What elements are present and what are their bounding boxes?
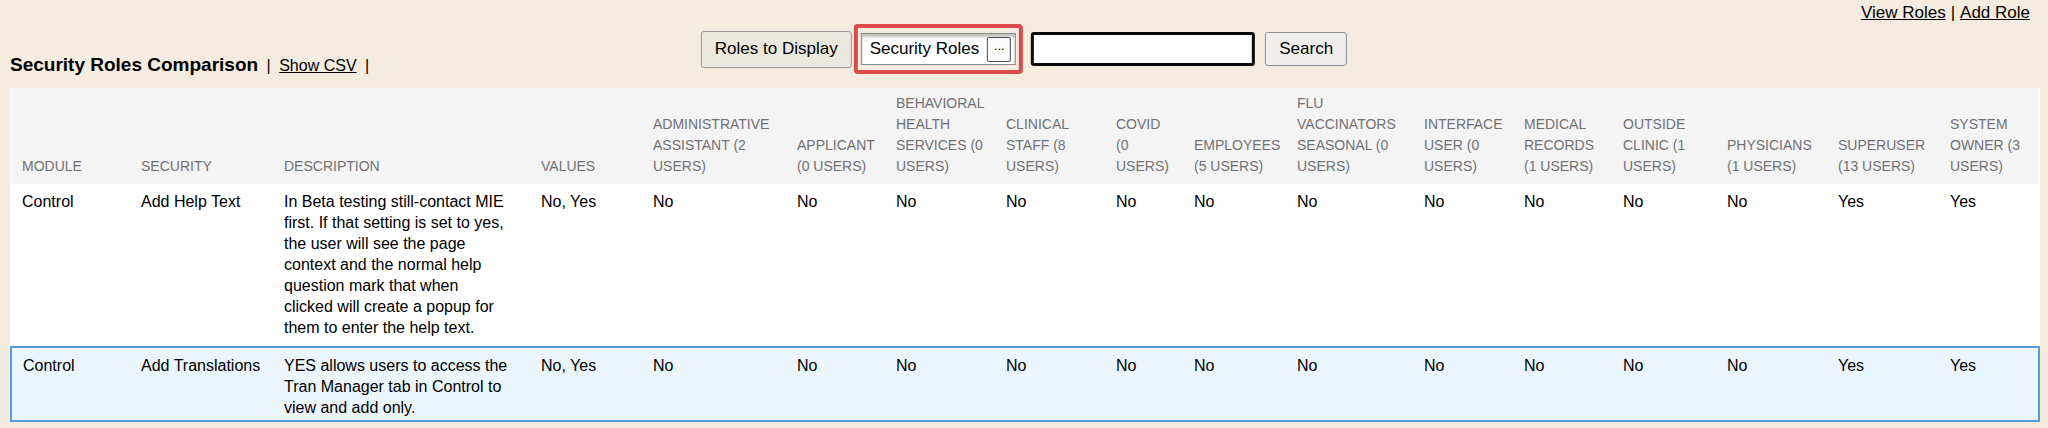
cell-role-employees: No — [1183, 184, 1286, 347]
cell-role-behavioral-health-services: No — [885, 184, 995, 347]
roles-select-ellipsis-button[interactable]: ... — [987, 37, 1011, 62]
col-header-covid: COVID (0 USERS) — [1105, 88, 1183, 184]
cell-role-clinical-staff: No — [995, 347, 1105, 421]
cell-role-clinical-staff: No — [995, 184, 1105, 347]
cell-role-flu-vaccinators-seasonal: No — [1286, 347, 1413, 421]
cell-role-flu-vaccinators-seasonal: No — [1286, 184, 1413, 347]
col-header-physicians: PHYSICIANS (1 USERS) — [1716, 88, 1827, 184]
cell-role-physicians: No — [1716, 347, 1827, 421]
col-header-system-owner: SYSTEM OWNER (3 USERS) — [1939, 88, 2039, 184]
cell-role-medical-records: No — [1513, 347, 1612, 421]
show-csv-link[interactable]: Show CSV — [279, 57, 356, 74]
cell-role-outside-clinic: No — [1612, 184, 1716, 347]
col-header-medical-records: MEDICAL RECORDS (1 USERS) — [1513, 88, 1612, 184]
top-links-separator: | — [1951, 3, 1955, 22]
cell-role-behavioral-health-services: No — [885, 347, 995, 421]
security-roles-comparison-table: MODULE SECURITY DESCRIPTION VALUES ADMIN… — [10, 88, 2040, 422]
col-header-behavioral-health-services: BEHAVIORAL HEALTH SERVICES (0 USERS) — [885, 88, 995, 184]
col-header-superuser: SUPERUSER (13 USERS) — [1827, 88, 1939, 184]
roles-to-display-button[interactable]: Roles to Display — [701, 31, 852, 68]
cell-role-superuser: Yes — [1827, 347, 1939, 421]
cell-role-employees: No — [1183, 347, 1286, 421]
cell-module: Control — [11, 184, 130, 347]
cell-role-covid: No — [1105, 184, 1183, 347]
col-header-applicant: APPLICANT (0 USERS) — [786, 88, 885, 184]
heading-trailing-separator: | — [365, 57, 369, 74]
cell-role-applicant: No — [786, 184, 885, 347]
cell-values: No, Yes — [530, 347, 642, 421]
col-header-flu-vaccinators-seasonal: FLU VACCINATORS SEASONAL (0 USERS) — [1286, 88, 1413, 184]
roles-select-highlight-annotation: Security Roles ... — [854, 24, 1024, 74]
cell-role-superuser: Yes — [1827, 184, 1939, 347]
col-header-outside-clinic: OUTSIDE CLINIC (1 USERS) — [1612, 88, 1716, 184]
add-role-link[interactable]: Add Role — [1960, 3, 2030, 22]
cell-description: In Beta testing still-contact MIE first.… — [273, 184, 530, 347]
toolbar: Roles to Display Security Roles ... Sear… — [701, 24, 1347, 74]
cell-values: No, Yes — [530, 184, 642, 347]
view-roles-link[interactable]: View Roles — [1861, 3, 1946, 22]
cell-role-medical-records: No — [1513, 184, 1612, 347]
heading-separator: | — [267, 57, 271, 74]
page-heading: Security Roles Comparison | Show CSV | — [10, 54, 373, 76]
col-header-administrative-assistant: ADMINISTRATIVE ASSISTANT (2 USERS) — [642, 88, 786, 184]
cell-role-interface-user: No — [1413, 184, 1513, 347]
table-row[interactable]: Control Add Help Text In Beta testing st… — [11, 184, 2039, 347]
roles-select-value: Security Roles — [870, 39, 980, 59]
cell-security: Add Translations — [130, 347, 273, 421]
cell-role-covid: No — [1105, 347, 1183, 421]
col-header-security: SECURITY — [130, 88, 273, 184]
cell-role-physicians: No — [1716, 184, 1827, 347]
col-header-description: DESCRIPTION — [273, 88, 530, 184]
cell-role-outside-clinic: No — [1612, 347, 1716, 421]
cell-role-administrative-assistant: No — [642, 347, 786, 421]
search-input[interactable] — [1031, 32, 1255, 66]
page-title: Security Roles Comparison — [10, 54, 258, 75]
col-header-interface-user: INTERFACE USER (0 USERS) — [1413, 88, 1513, 184]
table-row[interactable]: Control Add Translations YES allows user… — [11, 347, 2039, 421]
top-links: View Roles | Add Role — [1861, 3, 2030, 23]
cell-security: Add Help Text — [130, 184, 273, 347]
roles-select[interactable]: Security Roles ... — [861, 33, 1017, 65]
cell-description: YES allows users to access the Tran Mana… — [273, 347, 530, 421]
cell-role-administrative-assistant: No — [642, 184, 786, 347]
col-header-clinical-staff: CLINICAL STAFF (8 USERS) — [995, 88, 1105, 184]
cell-role-system-owner: Yes — [1939, 347, 2039, 421]
cell-role-interface-user: No — [1413, 347, 1513, 421]
col-header-module: MODULE — [11, 88, 130, 184]
cell-role-system-owner: Yes — [1939, 184, 2039, 347]
table-header-row: MODULE SECURITY DESCRIPTION VALUES ADMIN… — [11, 88, 2039, 184]
cell-role-applicant: No — [786, 347, 885, 421]
search-button[interactable]: Search — [1265, 32, 1347, 66]
cell-module: Control — [11, 347, 130, 421]
col-header-employees: EMPLOYEES (5 USERS) — [1183, 88, 1286, 184]
col-header-values: VALUES — [530, 88, 642, 184]
